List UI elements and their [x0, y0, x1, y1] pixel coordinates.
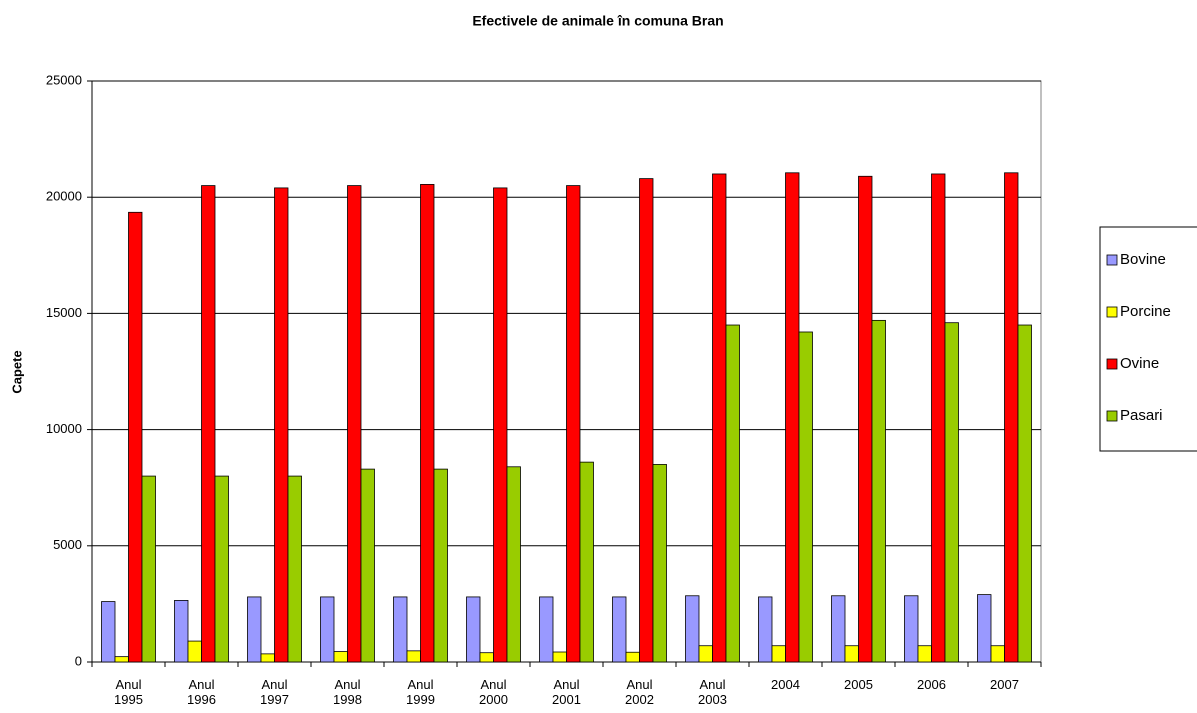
bar [785, 172, 800, 663]
legend-label: Pasari [1120, 407, 1163, 424]
bar [566, 185, 581, 663]
bar [904, 595, 919, 663]
bar [931, 173, 946, 663]
bar [1017, 324, 1032, 663]
y-tick-label: 5000 [53, 537, 82, 552]
bar [639, 178, 654, 663]
legend-swatch [1106, 306, 1118, 318]
bar [506, 466, 521, 663]
bar [1004, 172, 1019, 663]
x-tick-label: 2006 [917, 677, 946, 692]
bar [479, 652, 494, 663]
bar [320, 596, 335, 663]
x-tick-label: 2007 [990, 677, 1019, 692]
y-tick-label: 25000 [46, 72, 82, 87]
legend-swatch [1106, 410, 1118, 422]
bar [798, 331, 813, 663]
bar [725, 324, 740, 663]
y-tick-label: 15000 [46, 305, 82, 320]
bar [579, 461, 594, 663]
bar [771, 645, 786, 663]
bar [917, 645, 932, 663]
bar [698, 645, 713, 663]
bar [214, 475, 229, 663]
bar [274, 187, 289, 663]
bar [858, 175, 873, 663]
bar [360, 468, 375, 663]
x-tick-label: Anul 1999 [406, 677, 435, 707]
legend-label: Ovine [1120, 355, 1159, 372]
bar [493, 187, 508, 663]
bar [552, 651, 567, 663]
bar [174, 600, 189, 663]
bar [831, 595, 846, 663]
chart-title: Efectivele de animale în comuna Bran [472, 13, 723, 29]
bar [844, 645, 859, 663]
x-tick-label: Anul 1998 [333, 677, 362, 707]
bar [393, 596, 408, 663]
legend-label: Porcine [1120, 303, 1171, 320]
x-tick-label: 2005 [844, 677, 873, 692]
legend-label: Bovine [1120, 251, 1166, 268]
bar [347, 185, 362, 663]
y-tick-label: 20000 [46, 189, 82, 204]
bar [612, 596, 627, 663]
bar [977, 594, 992, 663]
bar [201, 185, 216, 663]
y-axis-title: Capete [9, 350, 24, 393]
y-tick-label: 0 [75, 653, 82, 668]
bar [287, 475, 302, 663]
x-tick-label: Anul 1997 [260, 677, 289, 707]
legend-swatch [1106, 254, 1118, 266]
bar [247, 596, 262, 663]
x-tick-label: 2004 [771, 677, 800, 692]
bar [539, 596, 554, 663]
bar [871, 319, 886, 663]
legend-swatch [1106, 358, 1118, 370]
x-tick-label: Anul 2002 [625, 677, 654, 707]
bar [944, 322, 959, 663]
bar [260, 653, 275, 663]
bar [758, 596, 773, 663]
bar [333, 651, 348, 663]
x-tick-label: Anul 1995 [114, 677, 143, 707]
bar [420, 184, 435, 663]
bar [685, 595, 700, 663]
bar [128, 211, 143, 663]
bar [712, 173, 727, 663]
bar [141, 475, 156, 663]
bar [652, 464, 667, 663]
bar [406, 650, 421, 663]
x-tick-label: Anul 2001 [552, 677, 581, 707]
x-tick-label: Anul 2000 [479, 677, 508, 707]
bar [625, 651, 640, 663]
bar [466, 596, 481, 663]
x-tick-label: Anul 1996 [187, 677, 216, 707]
bar [114, 656, 129, 663]
bar [101, 601, 116, 663]
y-tick-label: 10000 [46, 421, 82, 436]
bar [187, 640, 202, 663]
bar [433, 468, 448, 663]
x-tick-label: Anul 2003 [698, 677, 727, 707]
bar [990, 645, 1005, 663]
